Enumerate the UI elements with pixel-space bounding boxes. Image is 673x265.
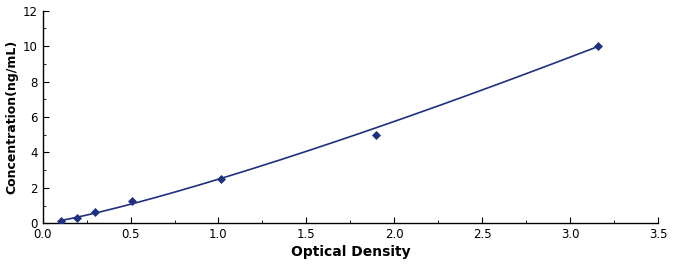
- Y-axis label: Concentration(ng/mL): Concentration(ng/mL): [5, 40, 19, 194]
- X-axis label: Optical Density: Optical Density: [291, 245, 411, 259]
